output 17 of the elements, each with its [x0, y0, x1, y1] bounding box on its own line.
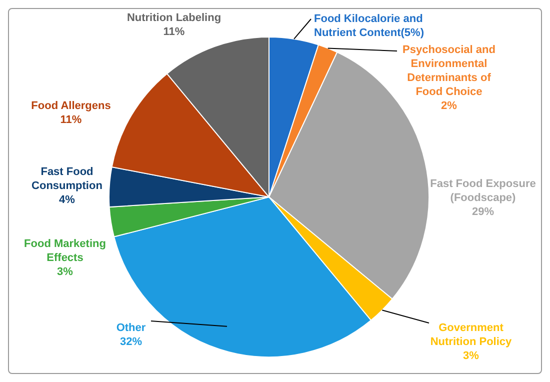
slice-label: Fast Food Exposure (Foodscape) — [430, 178, 536, 204]
data-label: 4% — [59, 194, 76, 206]
data-label: 11% — [60, 114, 82, 126]
slice-label: Fast Food Consumption — [32, 166, 103, 192]
data-label: 11% — [163, 26, 185, 38]
slice-label: Psychosocial and Environmental Determinants of Food Choice — [402, 44, 496, 98]
slice-label: Food Kilocalorie and Nutrient Content(5%) — [314, 13, 424, 39]
slice-label: Government Nutrition Policy — [430, 322, 513, 348]
slice-label: Food Allergens — [31, 100, 111, 112]
data-label: 29% — [472, 206, 494, 218]
slice-label: Nutrition Labeling — [126, 12, 222, 24]
data-label: 32% — [120, 336, 142, 348]
slice-label: Food Marketing Effects — [24, 238, 106, 264]
data-label: 2% — [441, 100, 458, 112]
data-label: 3% — [463, 350, 480, 362]
slice-label: Other — [116, 322, 146, 334]
data-label: 3% — [57, 266, 74, 278]
